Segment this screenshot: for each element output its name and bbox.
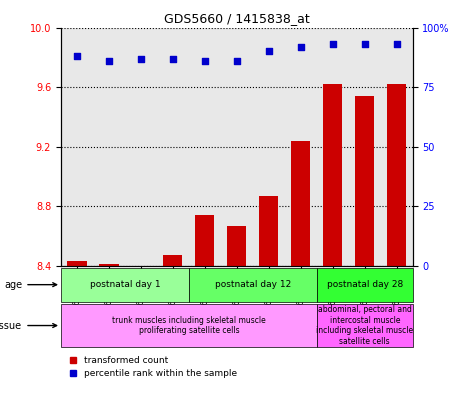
Bar (99, 264, 119, 266)
Point (233, 58, 241, 64)
Bar (259, 196, 279, 266)
Bar (387, 84, 406, 266)
Point (265, 48, 272, 55)
Bar (323, 84, 342, 266)
Text: postnatal day 28: postnatal day 28 (326, 280, 403, 289)
Point (297, 44, 304, 50)
Bar (195, 215, 214, 266)
Point (361, 41, 369, 47)
Text: age: age (4, 280, 57, 290)
Point (73, 53, 81, 59)
Point (393, 41, 401, 47)
Bar (227, 226, 246, 266)
Bar (355, 96, 374, 266)
Bar (291, 141, 310, 266)
FancyBboxPatch shape (317, 304, 413, 347)
Bar (163, 255, 182, 266)
Text: postnatal day 12: postnatal day 12 (215, 280, 291, 289)
FancyBboxPatch shape (61, 304, 317, 347)
Bar (68, 261, 87, 266)
Point (329, 41, 337, 47)
FancyBboxPatch shape (61, 268, 189, 301)
Point (137, 55, 144, 62)
Point (105, 58, 113, 64)
FancyBboxPatch shape (317, 268, 413, 301)
Text: postnatal day 1: postnatal day 1 (90, 280, 160, 289)
Title: GDS5660 / 1415838_at: GDS5660 / 1415838_at (164, 12, 310, 25)
Text: tissue: tissue (0, 321, 57, 331)
Text: abdominal, pectoral and
intercostal muscle
including skeletal muscle
satellite c: abdominal, pectoral and intercostal musc… (316, 305, 413, 345)
FancyBboxPatch shape (189, 268, 317, 301)
Legend: transformed count, percentile rank within the sample: transformed count, percentile rank withi… (66, 352, 240, 382)
Point (201, 58, 209, 64)
Text: trunk muscles including skeletal muscle
proliferating satellite cells: trunk muscles including skeletal muscle … (112, 316, 266, 335)
Point (169, 55, 177, 62)
